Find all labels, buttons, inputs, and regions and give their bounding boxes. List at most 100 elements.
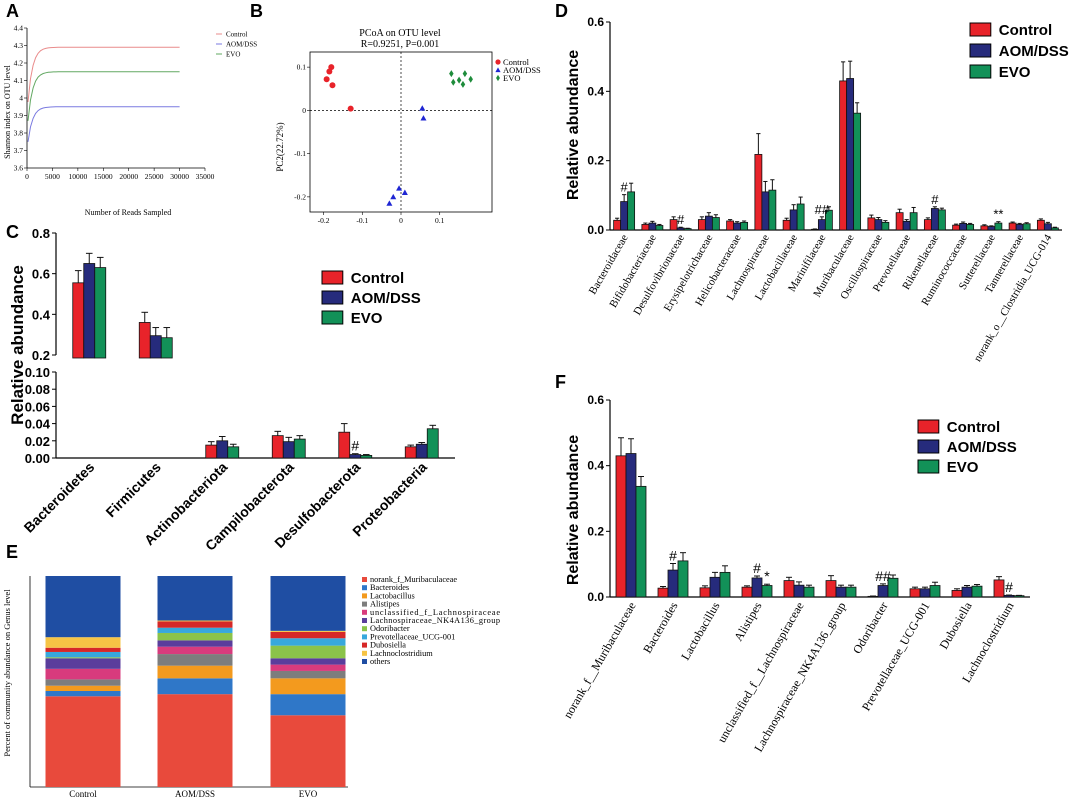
panel-a-x-tick-label-6: 30000: [170, 172, 189, 181]
panel-e-stack-segment-2-7: [270, 638, 346, 646]
panel-f-bar-0-2: [699, 587, 711, 598]
panel-a-y-tick-label-2: 3.8: [14, 129, 24, 138]
panel-f-bar-0-3: [741, 586, 753, 598]
panel-e-stack-segment-1-6: [157, 632, 233, 641]
panel-d-bar-1-8: [846, 78, 855, 231]
panel-d-bar-2-15: [1050, 227, 1059, 231]
panel-f-bar-2-5: [845, 586, 857, 598]
panel-d-bar-1-7: [817, 219, 826, 231]
panel-a-x-tick-label-4: 20000: [119, 172, 138, 181]
panel-f-bar-2-9: [1013, 595, 1025, 598]
panel-a-x-tick-label-7: 35000: [196, 172, 215, 181]
panel-c-bar-0-5: [404, 446, 417, 459]
panel-a-y-tick-label-1: 3.7: [14, 146, 24, 155]
panel-d-y-tick-label-0: 0.0: [587, 223, 604, 237]
panel-d-bar-0-9: [867, 217, 876, 231]
panel-f-bar-2-3: [761, 585, 773, 598]
panel-b-point-2-0: [449, 70, 454, 78]
panel-d-bar-1-10: [902, 220, 911, 231]
panel-f-annotation-3: ##: [875, 568, 891, 584]
panel-b-point-2-4: [451, 78, 456, 86]
panel-f-x-tick-label-1: Bacteroides: [640, 599, 681, 655]
panel-c-x-tick-label-0: Bacteroidetes: [21, 459, 98, 536]
panel-d-bar-0-6: [782, 219, 791, 231]
panel-b-x-tick-label-1: -0.1: [356, 216, 368, 225]
panel-d-bar-1-6: [789, 209, 798, 231]
panel-e-stack-segment-0-6: [45, 657, 121, 659]
panel-f-legend-label-1: AOM/DSS: [947, 439, 1017, 456]
panel-a-y-tick-label-7: 4.3: [14, 41, 24, 50]
panel-f-x-tick-label-8: Dubosiella: [936, 599, 974, 652]
panel-f-bar-2-7: [929, 585, 941, 598]
panel-a-y-tick-label-3: 3.9: [14, 111, 24, 120]
panel-e-stack-segment-1-2: [157, 665, 233, 679]
panel-f-bar-1-2: [709, 576, 721, 598]
panel-a-series-line-1: [27, 106, 180, 142]
panel-b-legend-label-1: AOM/DSS: [503, 65, 541, 75]
panel-e-stack-segment-1-9: [157, 620, 233, 622]
panel-d-bar-0-1: [641, 224, 650, 231]
panel-b-point-2-2: [462, 70, 468, 78]
panel-b-point-1-2: [396, 185, 403, 191]
panel-e-stack-segment-2-9: [270, 630, 346, 632]
panel-c-bar-0-3: [271, 435, 284, 459]
panel-e-legend-swatch-0: [362, 577, 367, 582]
panel-c-lower-tick-label-0: 0.10: [25, 365, 50, 380]
panel-f-bar-0-5: [825, 580, 837, 598]
panel-d-legend-swatch-2: [969, 64, 992, 79]
panel-e-x-tick-label-1: AOM/DSS: [175, 789, 215, 799]
panel-b-x-tick-label-0: -0.2: [318, 216, 330, 225]
panel-c-lower-tick-label-1: 0.08: [25, 382, 50, 397]
panel-a-y-axis-label: Shannon index on OTU level: [3, 64, 12, 159]
panel-d-bar-1-2: [676, 227, 685, 231]
panel-e-legend-label-8: Dubosiella: [370, 641, 406, 650]
panel-d-bar-2-9: [881, 221, 890, 231]
panel-b-point-0-3: [329, 82, 336, 89]
panel-f-bar-2-1: [677, 560, 689, 598]
panel-a-x-axis-label: Number of Reads Sampled: [85, 208, 171, 217]
panel-f-bar-2-4: [803, 586, 815, 598]
panel-c-lower-tick-label-2: 0.06: [25, 399, 50, 414]
panel-e-legend-swatch-1: [362, 585, 367, 591]
panel-e-stack-segment-0-5: [45, 658, 121, 669]
panel-c-lower-tick-label-4: 0.02: [25, 434, 50, 449]
panel-f-genus-bar-chart: Relative abundance 0.00.20.40.6##* ###nor…: [561, 393, 1030, 754]
panel-b-point-2-5: [460, 80, 466, 88]
panel-c-bar-0-4: [338, 431, 351, 459]
panel-c-legend-swatch-0: [321, 270, 344, 285]
panel-f-bar-0-9: [993, 579, 1005, 598]
panel-d-legend-swatch-0: [969, 22, 992, 37]
panel-e-stack-segment-0-9: [45, 637, 121, 648]
panel-d-annotation-0: #: [621, 180, 629, 195]
panel-f-x-tick-label-0: norank_f__Muribaculaceae: [561, 600, 639, 721]
panel-d-bar-0-5: [754, 154, 763, 231]
panel-e-legend-swatch-4: [362, 609, 367, 615]
panel-d-bar-2-5: [768, 189, 777, 231]
panel-c-bar-1-3: [282, 441, 295, 459]
panel-c-upper-tick-label-3: 0.2: [32, 348, 50, 363]
panel-c-lower-tick-label-5: 0.00: [25, 451, 50, 466]
panel-c-bar-2-4: [360, 455, 373, 459]
panel-f-y-tick-label-0: 0.0: [587, 590, 604, 604]
panel-b-y-tick-label-3: -0.2: [294, 192, 306, 201]
panel-a-series-line-2: [27, 71, 180, 121]
panel-f-annotation-2: *: [764, 568, 770, 584]
panel-f-x-tick-label-3: Alistipes: [731, 599, 765, 643]
panel-c-phylum-bar-chart: Relative abundance 0.8 0.6 0.4 0.2 0.10 0.08 0…: [8, 226, 455, 554]
panel-e-legend-swatch-9: [362, 650, 367, 656]
panel-e-stack-segment-0-8: [45, 647, 121, 652]
panel-d-family-bar-chart: Relative abundance 0.00.20.40.6#####**Ba…: [565, 15, 1069, 364]
panel-d-bar-0-11: [923, 219, 932, 231]
panel-d-bar-0-8: [839, 80, 848, 231]
panel-d-legend-label-2: EVO: [999, 64, 1031, 81]
panel-c-axis-break: [54, 359, 453, 368]
panel-c-upper-tick-label-1: 0.6: [32, 267, 50, 282]
panel-d-bar-2-1: [655, 225, 664, 231]
panel-e-stack-segment-1-0: [157, 694, 233, 787]
panel-d-bar-2-6: [796, 203, 805, 231]
panel-d-bar-2-12: [966, 224, 975, 231]
panel-e-stack-segment-2-5: [270, 658, 346, 665]
panel-e-legend-label-1: Bacteroides: [370, 583, 409, 592]
panel-d-y-tick-label-3: 0.6: [587, 15, 604, 29]
